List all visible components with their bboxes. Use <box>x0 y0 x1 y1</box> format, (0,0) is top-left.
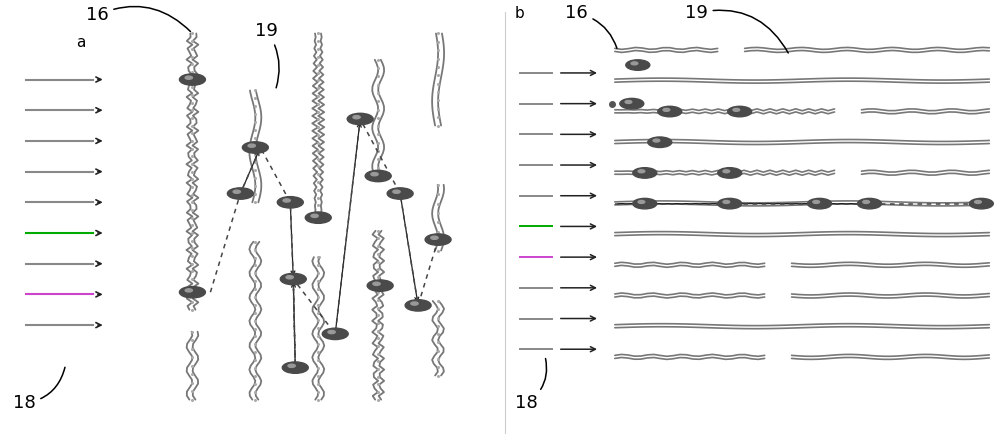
Circle shape <box>625 100 632 103</box>
Circle shape <box>286 276 293 279</box>
Circle shape <box>733 108 740 111</box>
Text: b: b <box>515 6 525 21</box>
Circle shape <box>723 201 730 203</box>
Circle shape <box>631 62 638 65</box>
Circle shape <box>365 170 391 182</box>
Text: 16: 16 <box>565 4 617 48</box>
Circle shape <box>288 364 295 367</box>
Text: 18: 18 <box>515 358 547 412</box>
Circle shape <box>280 273 306 285</box>
Circle shape <box>311 214 318 217</box>
Circle shape <box>813 201 820 203</box>
Circle shape <box>305 212 331 223</box>
Circle shape <box>425 234 451 245</box>
Circle shape <box>863 201 869 203</box>
Circle shape <box>328 331 335 334</box>
Circle shape <box>431 236 438 240</box>
Circle shape <box>405 300 431 311</box>
Circle shape <box>728 106 752 117</box>
Circle shape <box>282 362 308 373</box>
Circle shape <box>185 289 192 292</box>
Circle shape <box>373 282 380 286</box>
Circle shape <box>718 168 742 178</box>
Circle shape <box>633 168 657 178</box>
Circle shape <box>808 198 832 209</box>
Circle shape <box>283 199 290 202</box>
Circle shape <box>626 60 650 70</box>
Circle shape <box>858 198 881 209</box>
Circle shape <box>387 188 413 199</box>
Circle shape <box>242 142 268 153</box>
Text: 16: 16 <box>86 6 190 31</box>
Circle shape <box>233 190 240 193</box>
Circle shape <box>969 198 993 209</box>
Circle shape <box>353 115 360 119</box>
Circle shape <box>638 170 645 173</box>
Circle shape <box>185 76 192 79</box>
Circle shape <box>411 302 418 305</box>
Text: 19: 19 <box>255 22 279 88</box>
Circle shape <box>322 328 348 339</box>
Circle shape <box>653 139 660 142</box>
Text: a: a <box>76 34 85 50</box>
Circle shape <box>248 144 255 147</box>
Circle shape <box>633 198 657 209</box>
Circle shape <box>371 172 378 176</box>
Circle shape <box>648 137 672 148</box>
Text: 18: 18 <box>13 367 65 412</box>
Circle shape <box>663 108 670 111</box>
Circle shape <box>658 106 682 117</box>
Circle shape <box>227 188 253 199</box>
Circle shape <box>347 113 373 125</box>
Circle shape <box>179 286 205 298</box>
Circle shape <box>975 201 981 203</box>
Circle shape <box>367 280 393 291</box>
Circle shape <box>393 190 400 193</box>
Circle shape <box>723 170 730 173</box>
Circle shape <box>620 99 644 109</box>
Circle shape <box>179 74 205 85</box>
Circle shape <box>638 201 645 203</box>
Circle shape <box>718 198 742 209</box>
Circle shape <box>277 197 303 208</box>
Text: 19: 19 <box>685 4 788 53</box>
